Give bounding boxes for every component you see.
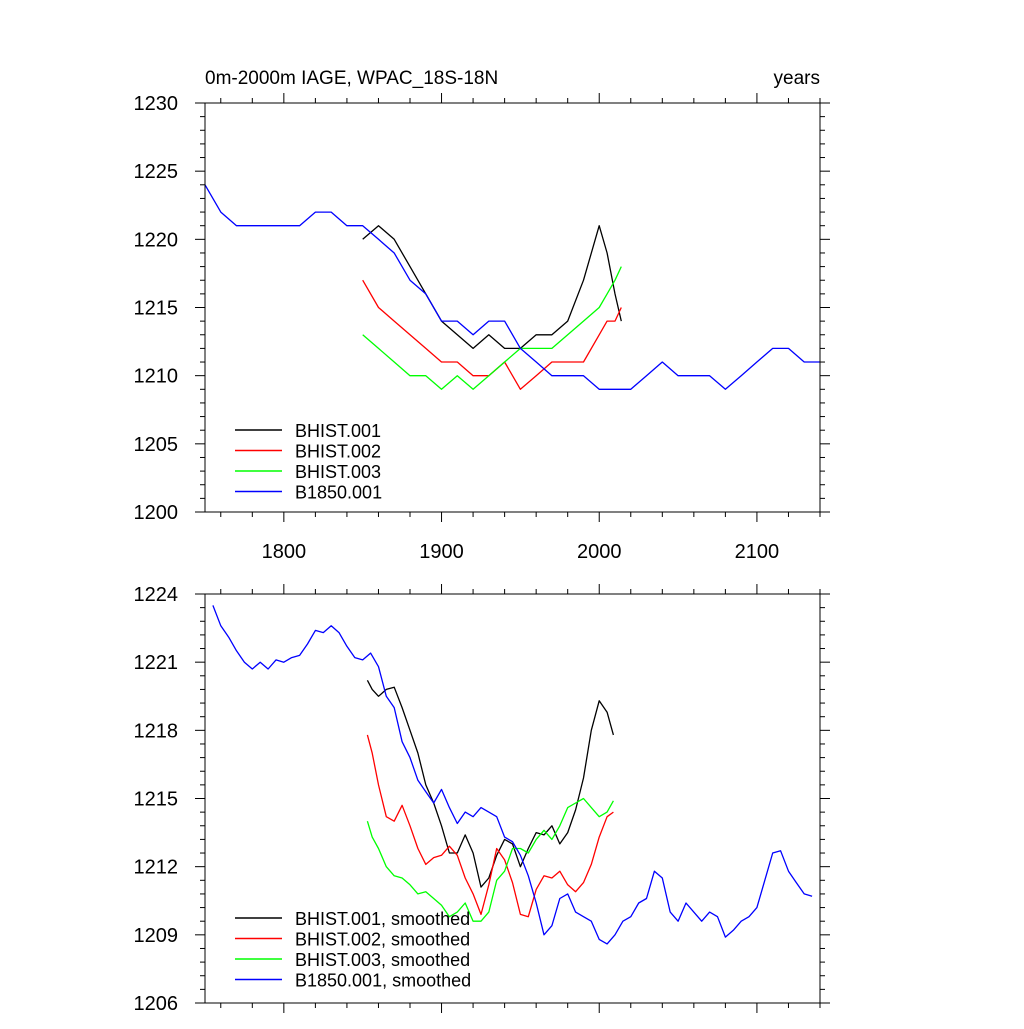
bottom-y-tick-label-1215: 1215 (134, 789, 179, 811)
top-y-tick-label-1200: 1200 (134, 502, 179, 524)
bottom-series-line-3 (212, 605, 813, 945)
top-series-line-3 (205, 184, 820, 390)
top-chart-title: 0m-2000m IAGE, WPAC_18S-18N (205, 68, 498, 89)
bottom-y-tick-label-1206: 1206 (134, 993, 179, 1015)
bottom-legend-label-0: BHIST.001, smoothed (295, 909, 470, 929)
top-y-tick-label-1220: 1220 (134, 229, 179, 251)
bottom-y-tick-label-1209: 1209 (134, 925, 179, 947)
top-panel: 1800 1900 2000 2100 1200 1205 1210 1215 1220 1225… (134, 68, 830, 563)
top-series-group (205, 184, 820, 390)
top-x-tick-label-1800: 1800 (262, 541, 307, 563)
top-y-tick-label-1205: 1205 (134, 434, 179, 456)
top-series-line-2 (362, 266, 622, 390)
bottom-y-tick-label-1224: 1224 (134, 584, 179, 606)
top-legend-label-2: BHIST.003 (295, 462, 381, 482)
bottom-series-line-2 (366, 797, 614, 922)
bottom-legend-label-2: BHIST.003, smoothed (295, 950, 470, 970)
bottom-series-group (212, 605, 813, 945)
bottom-legend-label-3: B1850.001, smoothed (295, 971, 471, 991)
bottom-y-tick-label-1221: 1221 (134, 652, 179, 674)
top-x-tick-label-1900: 1900 (419, 541, 464, 563)
top-legend-label-3: B1850.001 (295, 483, 382, 503)
bottom-legend-label-1: BHIST.002, smoothed (295, 930, 470, 950)
bottom-series-line-1 (366, 734, 614, 918)
bottom-series-line-0 (366, 679, 615, 888)
top-y-tick-label-1210: 1210 (134, 366, 179, 388)
bottom-y-tick-label-1212: 1212 (134, 857, 179, 879)
top-legend-label-1: BHIST.002 (295, 442, 381, 462)
top-x-tick-label-2100: 2100 (735, 541, 780, 563)
top-units-label: years (774, 68, 820, 89)
top-y-tick-label-1225: 1225 (134, 161, 179, 183)
top-legend-label-0: BHIST.001 (295, 421, 381, 441)
bottom-y-tick-label-1218: 1218 (134, 720, 179, 742)
top-y-tick-label-1215: 1215 (134, 298, 179, 320)
top-series-line-0 (362, 225, 622, 350)
top-y-tick-label-1230: 1230 (134, 93, 179, 115)
bottom-panel: 1206 1209 1212 1215 1218 1221 1224 BHIST.001, s… (134, 584, 830, 1015)
top-x-tick-label-2000: 2000 (577, 541, 622, 563)
